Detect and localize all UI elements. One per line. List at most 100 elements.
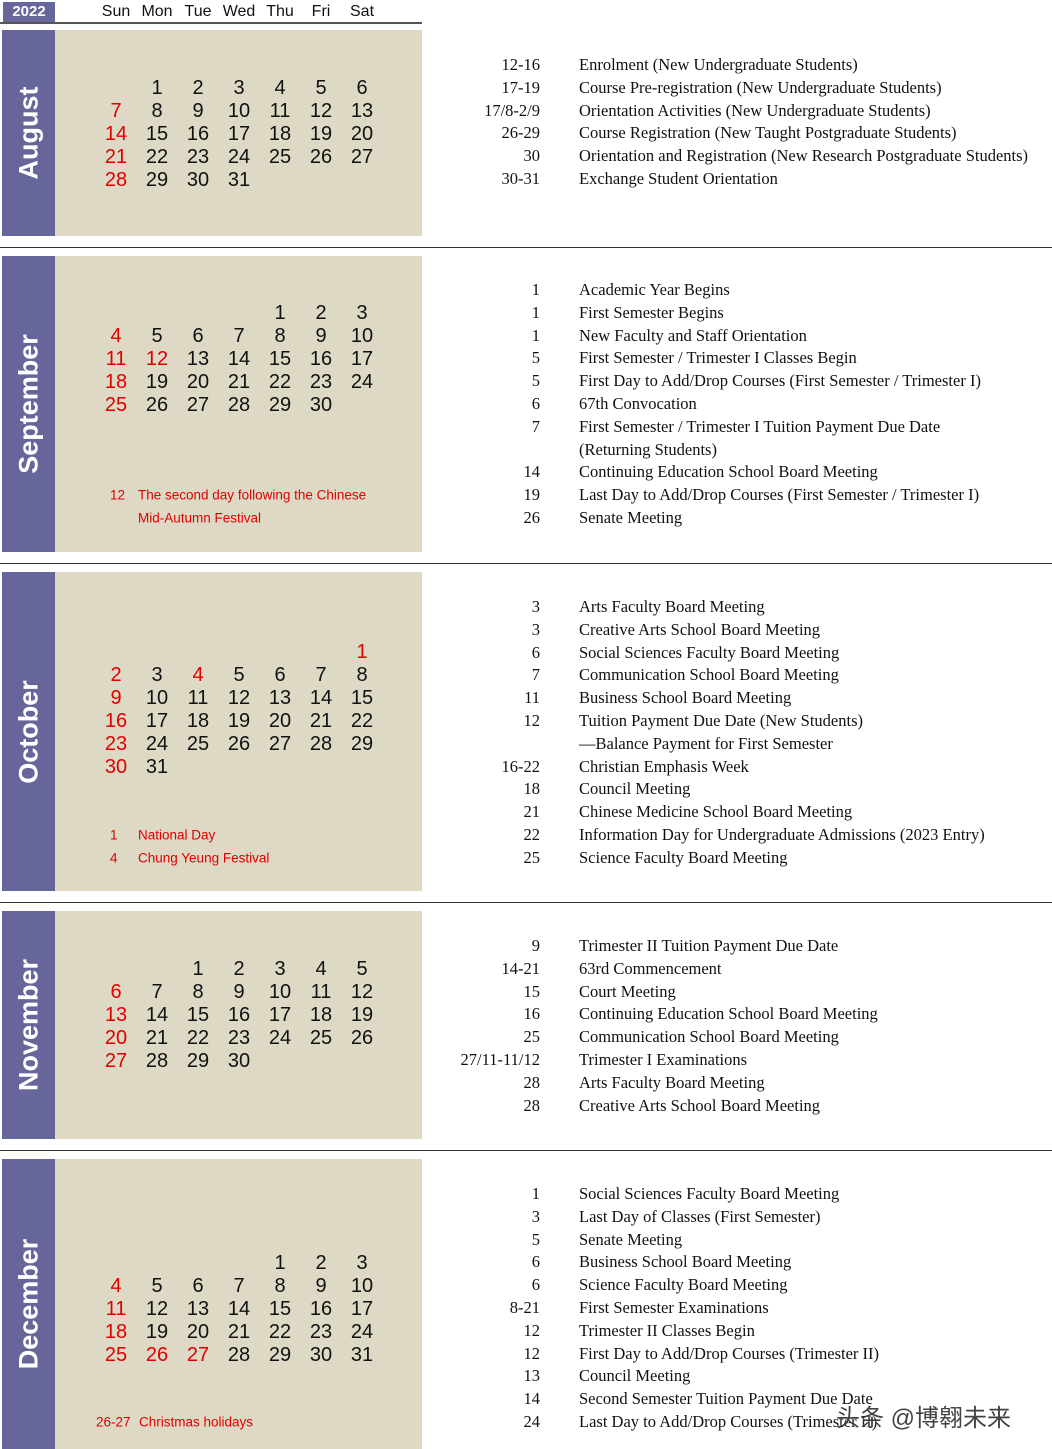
month-divider [0,563,1052,564]
event-title: First Day to Add/Drop Courses (First Sem… [579,371,981,391]
month-name: December [13,1238,43,1370]
calendar-day: 8 [356,663,368,686]
event-title: Last Day to Add/Drop Courses (First Seme… [579,485,980,505]
calendar-day: 10 [350,1274,374,1297]
event-date: 6 [531,642,540,662]
calendar-day: 16 [186,122,210,145]
event-date: 3 [531,1206,540,1226]
calendar-day: 3 [356,302,368,324]
calendar-day: 5 [315,77,327,99]
calendar-day: 26 [227,732,251,755]
holiday-day: 26 [145,1343,169,1366]
month-label-bar: October [2,572,55,891]
calendar-day: 16 [309,347,333,370]
holiday-note-text: Chung Yeung Festival [138,850,270,866]
event-title: First Semester Begins [579,302,724,322]
event-title: Last Day of Classes (First Semester) [579,1206,821,1226]
calendar-day: 1 [274,1252,286,1274]
holiday-day: 1 [356,641,368,663]
calendar-day: 20 [186,1320,210,1343]
header-divider [0,22,422,24]
event-date: 17-19 [501,77,541,97]
event-title: First Semester / Trimester I Tuition Pay… [579,416,941,436]
event-date: 16-22 [501,756,541,776]
watermark: 头条 @博翱未来 [836,1405,1012,1432]
event-date: 26-29 [501,123,541,143]
event-date: 27/11-11/12 [460,1050,540,1069]
calendar-day: 16 [309,1297,333,1320]
weekday-header: Mon [141,3,173,20]
calendar-day: 6 [192,324,204,347]
calendar-day: 9 [315,324,327,347]
calendar-day: 19 [309,122,333,145]
calendar-day: 14 [227,347,251,370]
month-label-bar: September [2,256,55,552]
calendar-day: 21 [227,370,251,393]
holiday-note-date: 26-27 [96,1414,131,1430]
calendar-day: 29 [186,1049,210,1072]
calendar-day: 12 [350,980,374,1003]
calendar-day: 8 [151,99,163,122]
holiday-day: 20 [104,1026,128,1049]
event-date: 9 [531,936,540,955]
calendar-day: 24 [145,732,169,755]
holiday-day: 16 [104,709,128,732]
event-date: 1 [531,1184,540,1203]
calendar-day: 18 [186,709,210,732]
calendar-day: 7 [233,324,245,347]
event-title: Orientation and Registration (New Resear… [579,146,1029,166]
event-date: 6 [531,1275,540,1295]
calendar-day: 7 [151,980,163,1003]
month-name: August [13,86,43,180]
event-date: 12 [523,1320,541,1340]
event-title: Senate Meeting [579,508,683,527]
calendar-day: 30 [227,1049,251,1072]
event-title: Social Sciences Faculty Board Meeting [579,1184,840,1203]
event-date: 14-21 [501,958,541,978]
calendar-day: 3 [233,77,245,99]
holiday-day: 13 [104,1003,128,1026]
event-date: 6 [531,394,540,413]
event-title: Court Meeting [579,981,676,1001]
calendar-day: 25 [186,732,210,755]
calendar-day: 22 [350,709,374,732]
event-title: Orientation Activities (New Undergraduat… [579,100,931,120]
calendar-day: 21 [227,1320,251,1343]
calendar-day: 14 [309,686,333,709]
calendar-day: 8 [274,324,286,347]
event-title: Continuing Education School Board Meetin… [579,1004,878,1024]
event-title: 63rd Commencement [579,958,722,978]
holiday-day: 4 [110,324,122,347]
calendar-day: 27 [268,732,292,755]
calendar-day: 10 [145,686,169,709]
calendar-day: 12 [145,1297,169,1320]
calendar-day: 17 [350,347,374,370]
event-title: Tuition Payment Due Date (New Students) [579,711,863,730]
holiday-note-date: 12 [110,487,126,503]
calendar-day: 6 [274,663,286,686]
calendar-day: 17 [145,709,169,732]
event-date: 30 [523,146,541,166]
calendar-day: 22 [268,1320,292,1343]
event-date: 28 [523,1072,541,1092]
calendar-day: 29 [145,168,169,191]
holiday-day: 30 [104,755,128,778]
event-date: 18 [523,779,541,799]
event-date: 7 [531,665,540,685]
holiday-day: 11 [105,1297,127,1320]
calendar-day: 5 [151,324,163,347]
calendar-day: 6 [192,1274,204,1297]
event-date: 16 [523,1004,541,1024]
calendar-day: 11 [187,686,209,709]
event-title: Chinese Medicine School Board Meeting [579,802,853,822]
calendar-day: 27 [350,145,374,168]
holiday-day: 14 [104,122,128,145]
event-title: Exchange Student Orientation [579,169,778,188]
calendar-day: 17 [227,122,251,145]
calendar-day: 30 [309,393,333,416]
event-date: 1 [531,302,540,322]
calendar-day: 30 [309,1343,333,1366]
holiday-day: 18 [104,370,128,393]
calendar-day: 29 [350,732,374,755]
holiday-day: 27 [104,1049,128,1072]
